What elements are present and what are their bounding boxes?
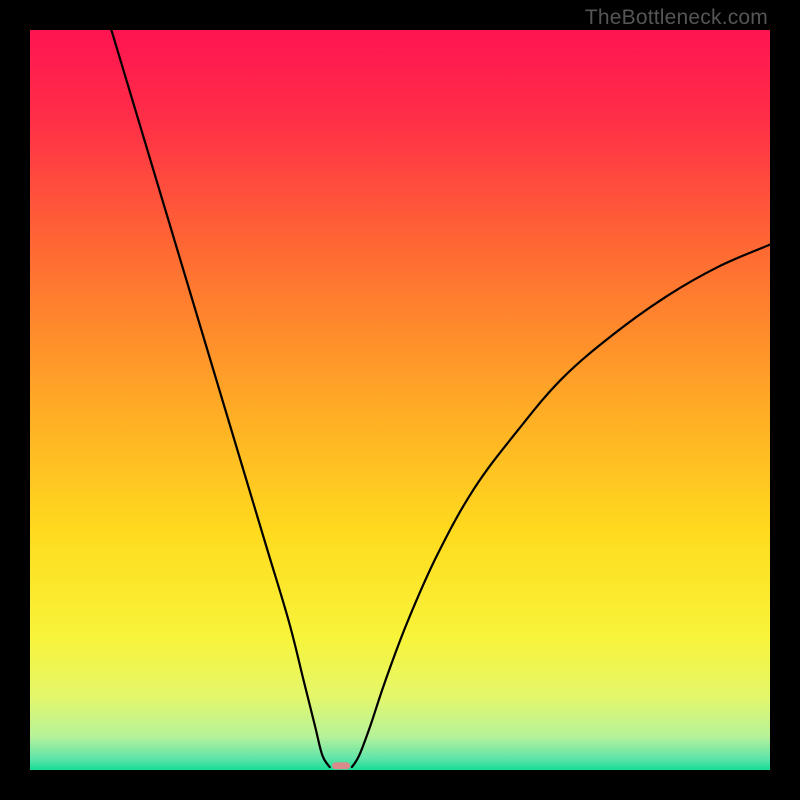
minimum-marker	[332, 762, 350, 769]
bottleneck-curve	[30, 30, 770, 770]
chart-frame: TheBottleneck.com	[0, 0, 800, 800]
watermark-text: TheBottleneck.com	[585, 6, 768, 30]
plot-area	[30, 30, 770, 770]
